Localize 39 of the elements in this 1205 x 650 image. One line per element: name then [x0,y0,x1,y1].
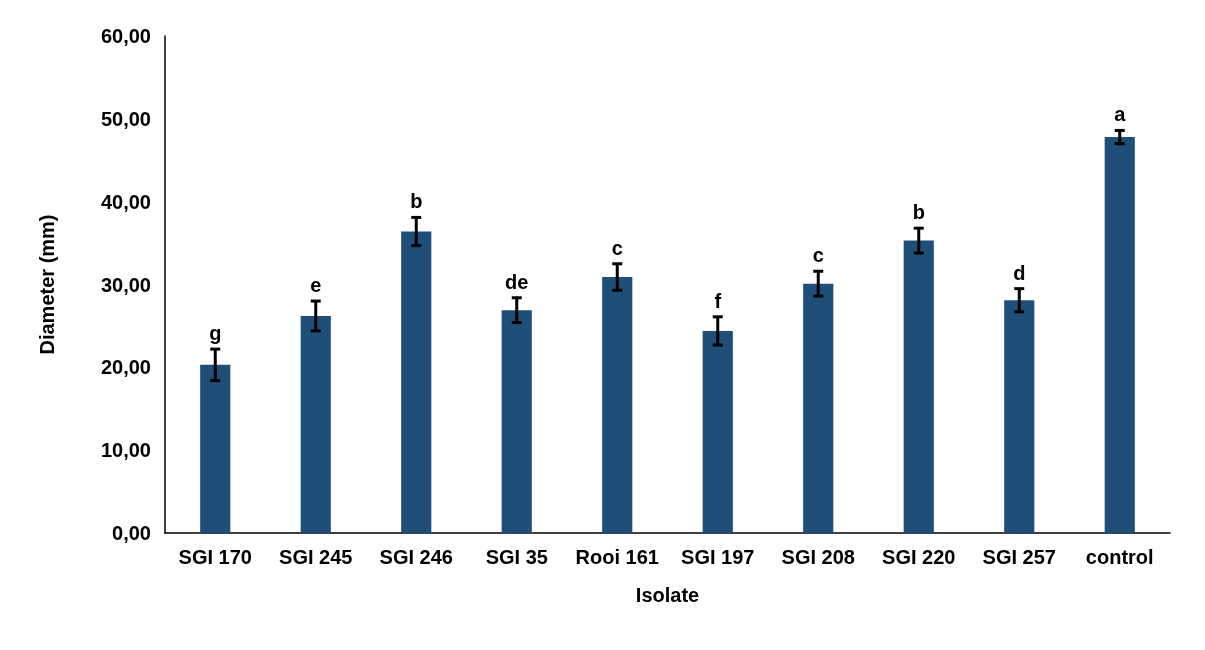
x-tick-label: SGI 257 [982,546,1056,568]
bar [401,231,432,533]
x-tick-label: SGI 245 [279,546,353,568]
x-tick-label: SGI 170 [178,546,252,568]
x-tick-label: SGI 220 [882,546,956,568]
y-tick-label: 50,00 [100,107,151,130]
bar [702,330,733,533]
bar [200,364,231,533]
y-tick-label: 40,00 [100,190,151,213]
y-tick-label: 60,00 [100,25,151,47]
bar [903,240,934,533]
y-tick-label: 0,00 [112,522,151,544]
x-tick-label: SGI 208 [781,546,855,568]
annotation: c [611,236,623,259]
y-tick-label: 10,00 [100,439,151,462]
x-tick-label: SGI 35 [485,546,548,568]
bar [803,283,834,533]
x-axis-title: Isolate [635,584,700,606]
annotation: c [812,244,824,267]
y-tick-label: 30,00 [100,273,151,296]
annotation: e [310,274,322,297]
x-tick-label: control [1085,546,1154,568]
y-tick-label: 20,00 [100,356,151,379]
annotation: f [714,289,722,312]
x-tick-label: SGI 246 [379,546,453,568]
annotation: b [912,201,925,224]
x-tick-label: Rooi 161 [575,546,659,568]
annotation: a [1114,103,1127,126]
annotation: d [1013,261,1026,284]
y-axis-title: Diameter (mm) [36,214,58,355]
bar [1004,300,1035,533]
bar [300,315,331,533]
x-tick-label: SGI 197 [681,546,755,568]
annotation: b [410,190,423,213]
bar [501,310,532,533]
annotation: de [505,270,529,293]
bar [602,277,633,533]
bar [1104,137,1135,533]
annotation: g [209,322,222,345]
